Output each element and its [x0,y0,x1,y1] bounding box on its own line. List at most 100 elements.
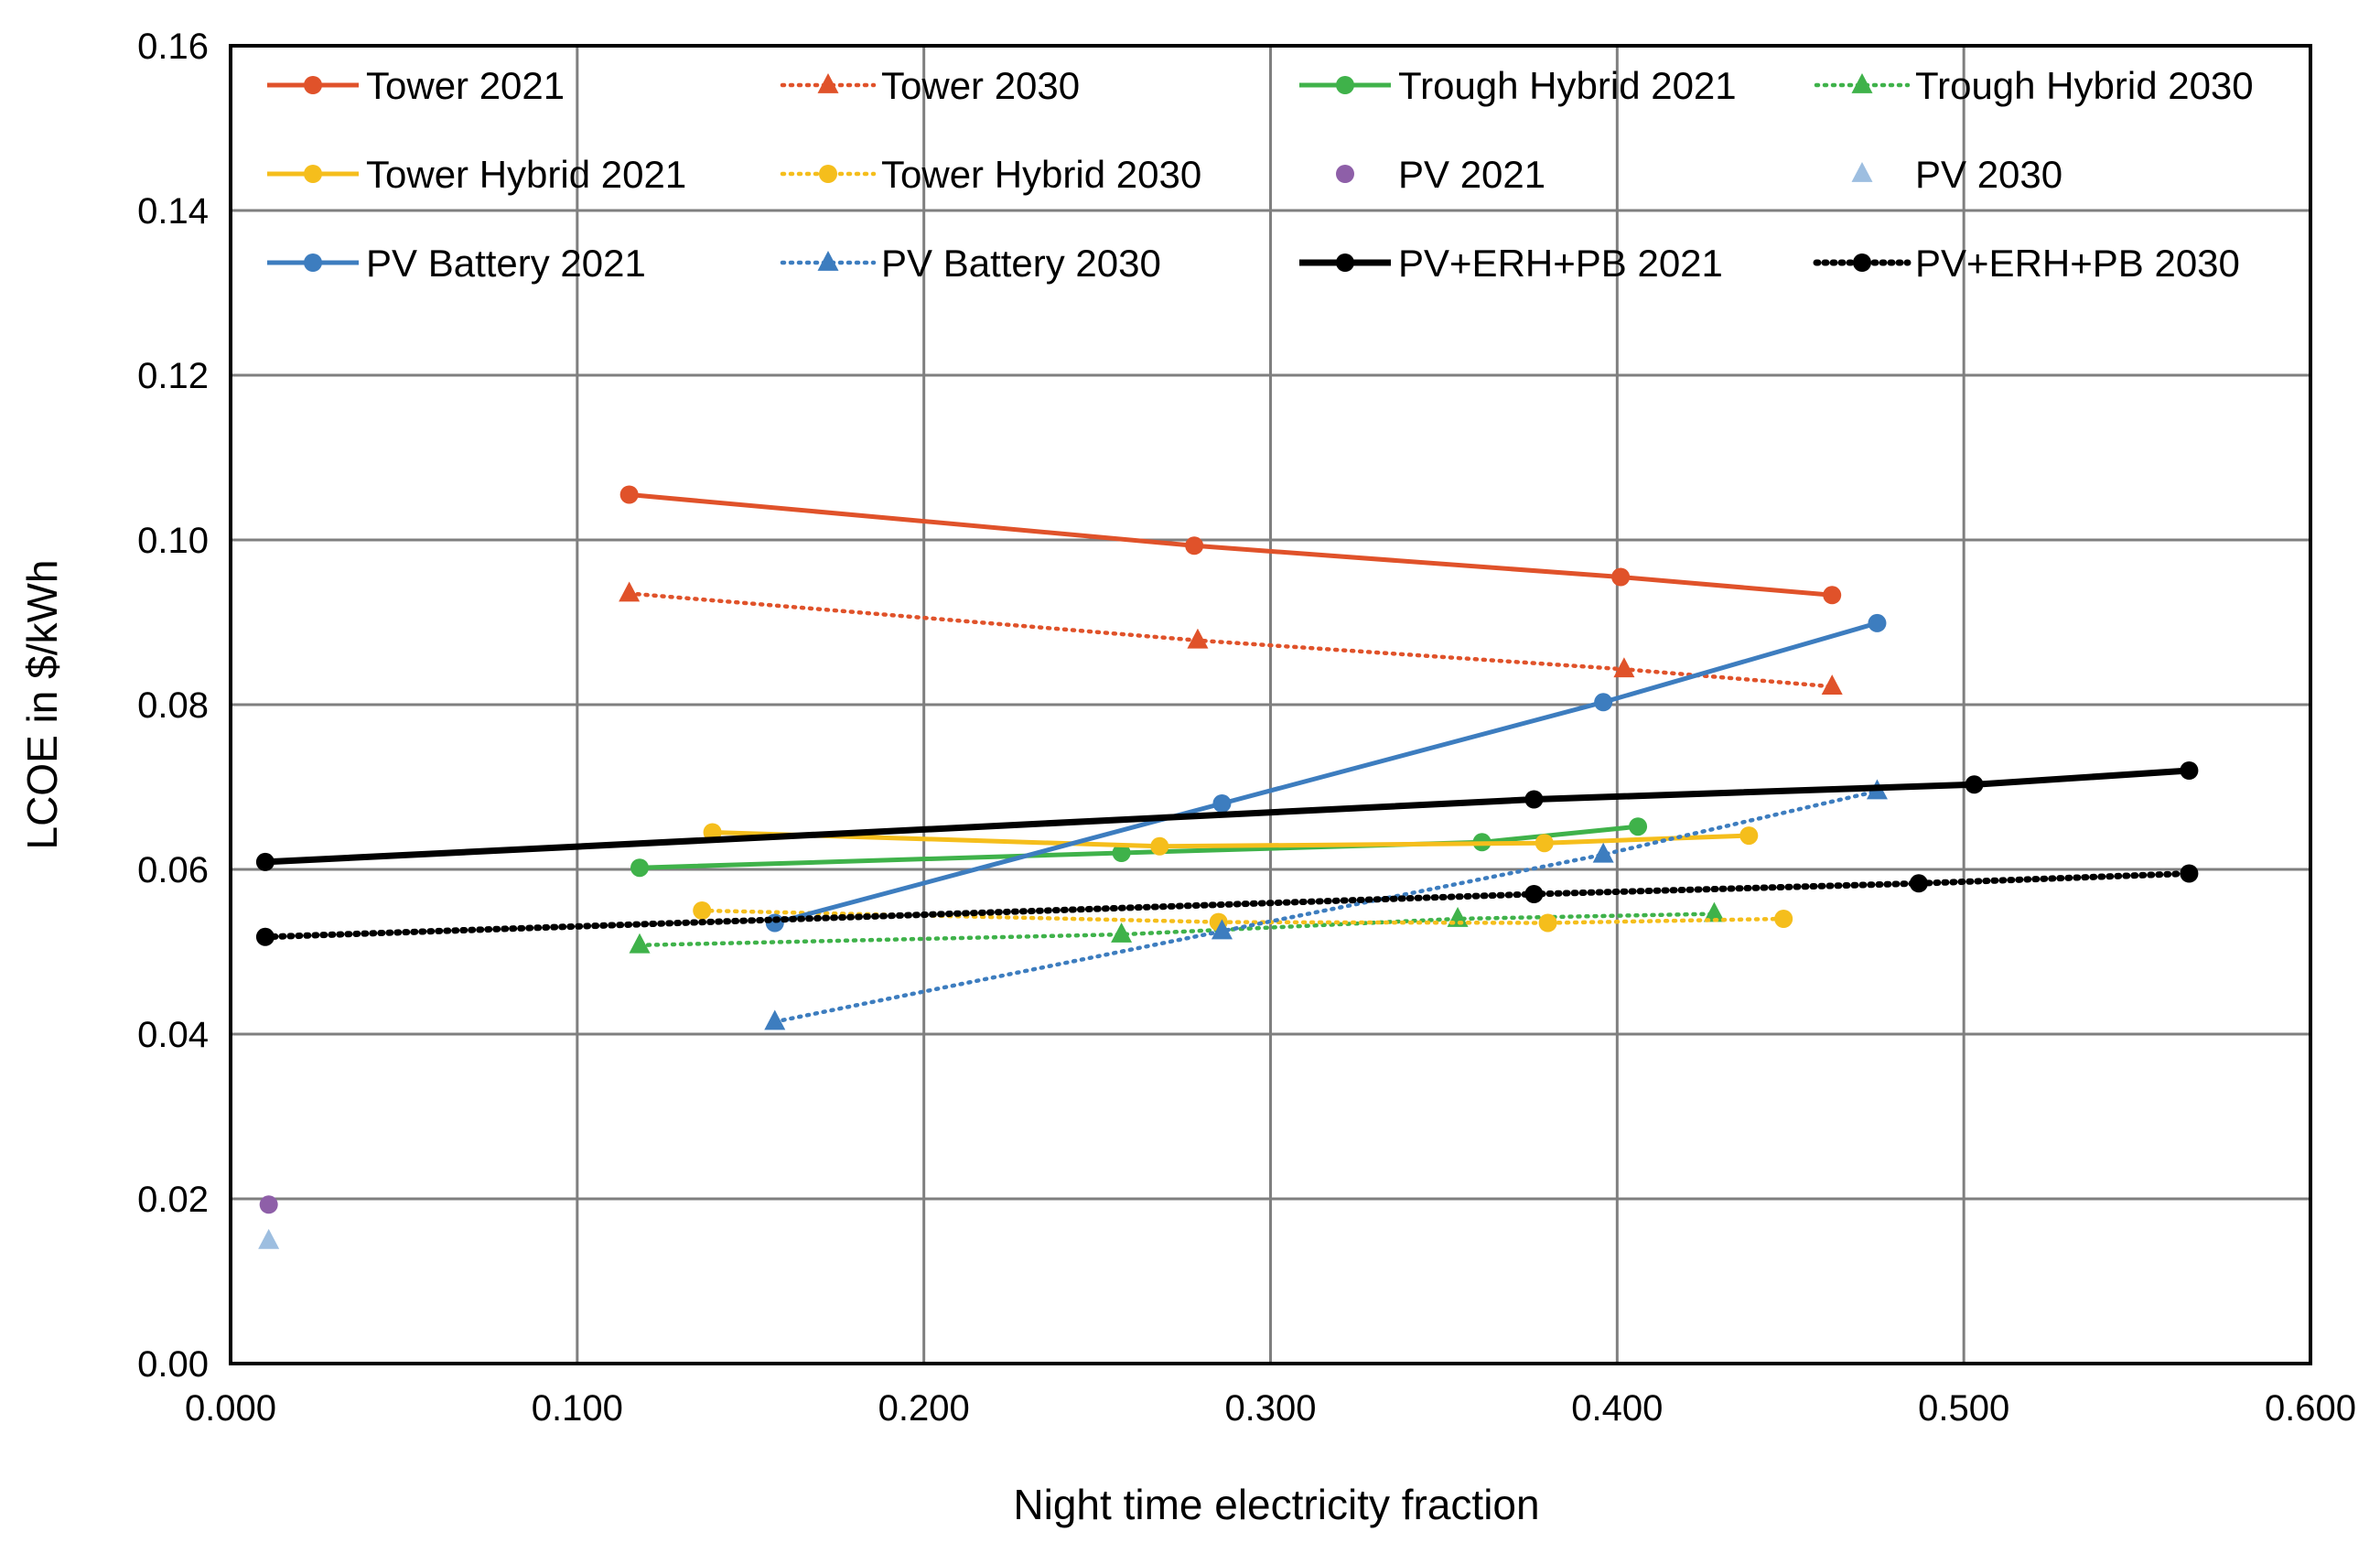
legend-item-trough-hybrid-2030: Trough Hybrid 2030 [1814,64,2254,107]
series-line-pv-erh-pb-2021 [264,767,2190,866]
data-point-pv-battery-2021 [1868,613,1887,632]
tick-labels: 0.000 0.100 0.200 0.300 0.400 0.500 0.600 0.00 0… [137,27,2356,1429]
legend-label: Trough Hybrid 2030 [1915,64,2254,107]
y-axis-title: LCOE in $/kWh [18,560,66,850]
y-tick-label: 0.14 [137,191,209,232]
data-point-tower-hybrid-2030 [1774,910,1793,928]
legend-item-tower-2030: Tower 2030 [780,64,1080,107]
data-point-tower-2021 [1185,536,1204,555]
legend-label: PV Battery 2021 [366,242,646,285]
series-line-tower-2030 [627,591,1835,689]
x-tick-label: 0.600 [2265,1388,2356,1429]
legend-item-tower-hybrid-2030: Tower Hybrid 2030 [780,153,1201,196]
legend-label: Tower 2030 [881,64,1080,107]
series-line-pv-erh-pb-2030 [262,870,2192,941]
data-point-tower-hybrid-2021 [1150,836,1169,856]
legend-swatch-marker [817,250,839,271]
x-axis-title: Night time electricity fraction [1013,1481,1539,1528]
data-point-tower-2021 [1823,586,1842,605]
legend-label: Tower 2021 [366,64,565,107]
data-point-pv-battery-2030 [1592,842,1614,863]
data-point-pv-erh-pb-2021 [255,852,275,871]
series-line-tower-2021 [629,492,1833,598]
legend-label: PV Battery 2030 [881,242,1161,285]
legend: Tower 2021 Tower 2030 Trough Hybrid 2021 Tr… [267,64,2254,285]
legend-swatch-marker [304,253,322,272]
series-layer [255,485,2199,1249]
x-tick-label: 0.100 [532,1388,623,1429]
legend-swatch-marker [1853,253,1871,272]
y-tick-label: 0.02 [137,1180,209,1220]
data-point-tower-2030 [1821,674,1843,696]
data-point-trough-hybrid-2030 [1703,901,1725,922]
series-tower-2021 [619,485,1842,605]
series-pv-battery-2030 [764,779,1888,1030]
legend-label: PV+ERH+PB 2030 [1915,242,2240,285]
legend-swatch-marker [304,165,322,183]
legend-item-pv-erh-pb-2030: PV+ERH+PB 2030 [1813,242,2240,285]
series-pv-2030 [258,1228,280,1249]
data-point-tower-2021 [1611,567,1631,587]
data-point-pv-erh-pb-2021 [2180,761,2199,780]
legend-item-pv-battery-2021: PV Battery 2021 [267,242,646,285]
x-tick-label: 0.200 [878,1388,970,1429]
series-pv-erh-pb-2021 [255,761,2199,871]
series-line-tower-hybrid-2030 [699,908,1786,925]
y-tick-label: 0.00 [137,1344,209,1385]
legend-swatch-marker [817,72,839,93]
y-tick-label: 0.10 [137,521,209,561]
data-point-tower-hybrid-2030 [693,901,712,920]
y-tick-label: 0.04 [137,1015,209,1055]
data-point-pv-battery-2021 [1594,693,1613,712]
data-point-trough-hybrid-2021 [1629,817,1648,836]
legend-item-pv-erh-pb-2021: PV+ERH+PB 2021 [1299,242,1723,285]
x-tick-label: 0.400 [1571,1388,1663,1429]
y-tick-label: 0.16 [137,27,209,67]
data-point-pv-erh-pb-2030 [1909,874,1928,893]
legend-label: Tower Hybrid 2030 [881,153,1201,196]
data-point-tower-2021 [619,485,639,504]
data-point-trough-hybrid-2021 [1112,844,1131,862]
data-point-pv-battery-2021 [1212,794,1232,813]
grid [231,46,2310,1364]
legend-item-trough-hybrid-2021: Trough Hybrid 2021 [1299,64,1737,107]
legend-swatch-marker [1336,253,1354,272]
legend-item-pv-battery-2030: PV Battery 2030 [780,242,1161,285]
series-pv-2021 [259,1195,278,1214]
legend-item-pv-2021: PV 2021 [1336,153,1545,196]
data-point-trough-hybrid-2030 [629,933,651,954]
legend-swatch-marker [1851,72,1873,93]
plot-frame [229,44,2312,1365]
legend-swatch-marker [304,76,322,94]
legend-item-tower-hybrid-2021: Tower Hybrid 2021 [267,153,686,196]
data-point-tower-hybrid-2021 [1739,826,1759,846]
series-pv-erh-pb-2030 [255,864,2199,946]
data-point-pv-2030 [258,1228,280,1249]
legend-swatch-marker [1336,165,1354,183]
legend-label: PV 2021 [1398,153,1545,196]
x-tick-label: 0.300 [1224,1388,1316,1429]
y-tick-label: 0.12 [137,356,209,396]
data-point-trough-hybrid-2030 [1111,922,1133,943]
data-point-pv-battery-2030 [1211,919,1233,940]
data-point-pv-battery-2030 [764,1009,786,1030]
legend-label: Tower Hybrid 2021 [366,153,686,196]
data-point-tower-2030 [619,581,641,602]
y-tick-label: 0.06 [137,850,209,890]
data-point-pv-erh-pb-2030 [2180,864,2199,883]
data-point-pv-erh-pb-2030 [1524,885,1544,903]
series-pv-battery-2021 [765,613,1887,933]
legend-item-pv-2030: PV 2030 [1851,153,2062,196]
series-line-pv-battery-2030 [772,789,1879,1024]
legend-label: PV+ERH+PB 2021 [1398,242,1723,285]
y-tick-label: 0.08 [137,685,209,726]
data-point-tower-hybrid-2021 [1535,834,1554,853]
data-point-pv-2021 [259,1195,278,1214]
legend-swatch-marker [1336,76,1354,94]
legend-label: Trough Hybrid 2021 [1398,64,1737,107]
data-point-pv-erh-pb-2021 [1524,790,1544,809]
data-point-pv-erh-pb-2030 [255,927,275,946]
